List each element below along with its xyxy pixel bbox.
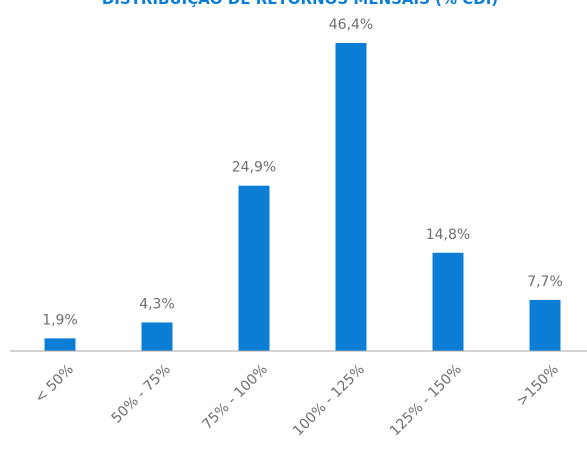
x-tick-label: >150% xyxy=(514,362,562,410)
bar xyxy=(238,185,270,351)
bar xyxy=(335,43,367,351)
value-label: 4,3% xyxy=(139,296,175,312)
value-label: 14,8% xyxy=(426,227,470,243)
x-tick-label: 100% - 125% xyxy=(290,362,368,440)
x-tick-label: < 50% xyxy=(32,362,77,407)
bar xyxy=(432,252,464,351)
value-label: 46,4% xyxy=(329,17,373,33)
bar xyxy=(44,338,76,351)
x-tick-label: 50% - 75% xyxy=(109,362,174,427)
x-tick-label: 125% - 150% xyxy=(387,362,465,440)
bar xyxy=(529,299,561,351)
chart-title: DISTRIBUIÇÃO DE RETORNOS MENSAIS (% CDI) xyxy=(102,0,498,8)
bar xyxy=(141,322,173,351)
value-label: 24,9% xyxy=(232,160,276,176)
x-tick-label: 75% - 100% xyxy=(199,362,270,433)
value-label: 1,9% xyxy=(42,312,78,328)
value-label: 7,7% xyxy=(527,274,563,290)
